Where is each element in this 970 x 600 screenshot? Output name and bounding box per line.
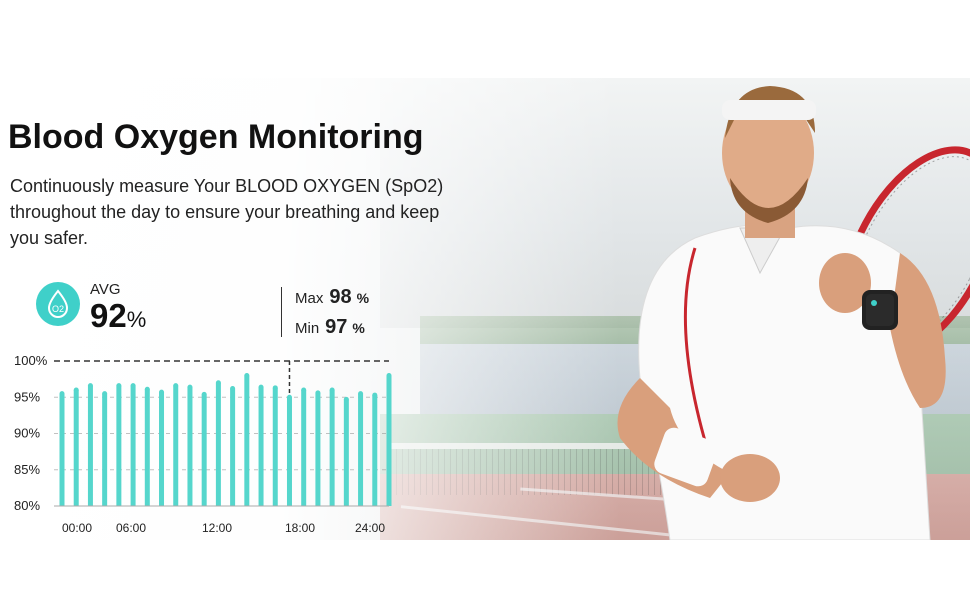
bar [244,375,250,506]
bar-cap [144,386,150,392]
avg-number: 92 [90,297,127,334]
min-unit: % [352,320,365,336]
bar [286,397,292,506]
bar [144,389,150,506]
y-tick-label: 85% [14,462,40,477]
description: Continuously measure Your BLOOD OXYGEN (… [10,173,480,251]
page-title: Blood Oxygen Monitoring [8,118,424,156]
max-label: Max [295,290,324,307]
bar [386,375,392,506]
min-stat: Min 97% [295,316,365,339]
bar-cap [201,391,207,397]
bar [315,392,321,506]
bar [301,390,307,506]
bar [358,393,364,506]
bar [159,392,165,506]
stats-divider [281,287,282,337]
bar-cap [258,384,264,390]
x-tick-label: 00:00 [62,521,92,535]
bar-cap [244,373,250,378]
bar [230,388,236,506]
bar [272,387,278,506]
bar-cap [73,387,79,393]
bar-cap [173,383,179,389]
bar [59,393,65,506]
x-tick-label: 06:00 [116,521,146,535]
description-line: you safer. [10,228,89,248]
bar-cap [329,387,335,393]
bar-cap [315,390,321,396]
bar-cap [87,383,93,389]
bar [173,385,179,506]
bar [87,385,93,506]
tennis-player-image [617,86,970,540]
avg-value: 92% [90,297,146,335]
bar-cap [372,392,378,398]
bar [343,399,349,506]
bar-cap [343,396,349,402]
bar-cap [187,384,193,390]
bar [102,393,108,506]
bar-cap [159,389,165,395]
avg-label: AVG [90,281,121,298]
x-tick-label: 24:00 [355,521,385,535]
y-tick-label: 95% [14,389,40,404]
bar-cap [130,383,136,389]
spo2-bar-chart: 100% 95% 90% 85% 80% 00:00 06:00 12:00 18:00 24:0… [14,353,392,535]
max-value: 98 [329,286,352,308]
avg-unit: % [126,307,147,332]
bar [372,395,378,506]
bar [130,385,136,506]
bar [187,387,193,506]
bar-cap [286,394,292,400]
bar-cap [272,385,278,391]
bar-cap [215,380,221,386]
bar-cap [358,391,364,397]
bar [258,387,264,506]
bar [215,382,221,506]
description-line: Continuously measure Your BLOOD OXYGEN (… [10,176,444,196]
o2-drop-icon: O2 [36,282,80,326]
bar [116,385,122,506]
bar-cap [59,391,65,397]
bar-cap [230,386,236,392]
bar-cap [301,387,307,393]
bar [73,390,79,506]
y-tick-label: 100% [14,353,48,368]
bar [201,394,207,506]
bar [329,390,335,506]
min-value: 97 [325,316,348,338]
bar-cap [116,383,122,389]
svg-text:O2: O2 [52,304,64,314]
max-stat: Max 98% [295,286,369,309]
x-tick-label: 12:00 [202,521,232,535]
bar-cap [102,391,108,397]
x-tick-label: 18:00 [285,521,315,535]
max-unit: % [356,290,370,306]
banner: Blood Oxygen Monitoring Continuously mea… [0,78,970,540]
y-tick-label: 90% [14,426,40,441]
min-label: Min [295,320,320,337]
y-tick-label: 80% [14,498,40,513]
description-line: throughout the day to ensure your breath… [10,202,440,222]
bar-cap [386,373,392,378]
